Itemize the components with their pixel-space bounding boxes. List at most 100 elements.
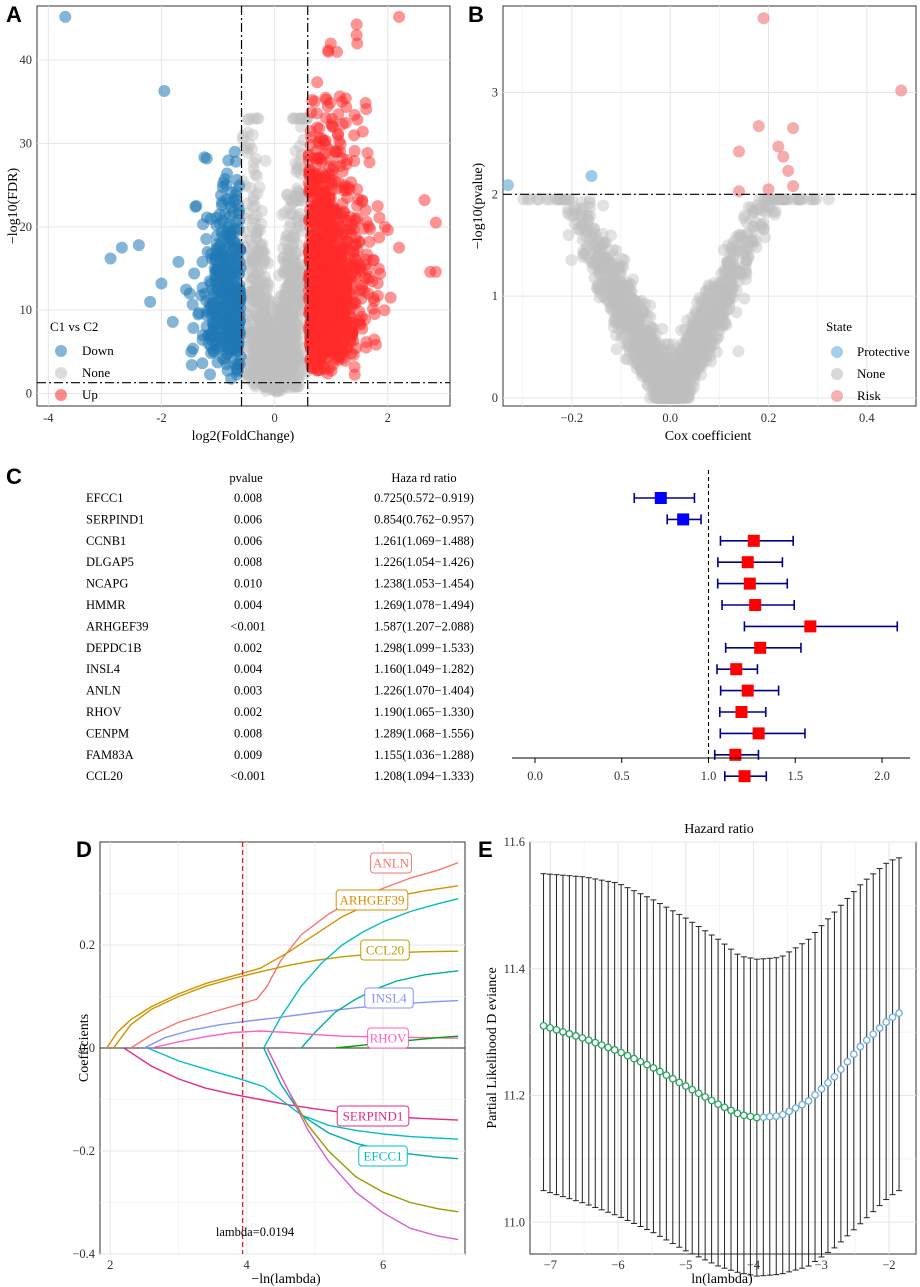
- point-none: [757, 223, 770, 236]
- y-tick-label: 11.6: [504, 835, 525, 849]
- point-none: [288, 354, 301, 367]
- point-none: [252, 247, 265, 260]
- point-none: [289, 361, 302, 374]
- gene-label: DEPDC1B: [86, 641, 142, 655]
- point-none: [682, 389, 695, 402]
- point-none: [273, 381, 286, 394]
- panel-a-ylabel: −log10(FDR): [6, 167, 21, 244]
- point-none: [644, 299, 657, 312]
- point-none: [268, 362, 281, 375]
- point-none: [266, 371, 279, 384]
- point-none: [288, 286, 301, 299]
- deviance-point: [746, 1112, 755, 1121]
- point-none: [250, 326, 263, 339]
- hr-marker: [654, 492, 667, 504]
- point-none: [283, 366, 296, 379]
- point-none: [280, 281, 293, 294]
- point-up: [304, 125, 317, 138]
- point-none: [260, 332, 273, 345]
- point-none: [257, 302, 270, 315]
- point-none: [288, 342, 301, 355]
- deviance-point: [862, 1036, 871, 1045]
- point-none: [276, 364, 289, 377]
- point-none: [245, 326, 258, 339]
- point-none: [255, 245, 268, 258]
- point-none: [291, 222, 304, 235]
- point-none: [565, 253, 578, 266]
- point-none: [261, 374, 274, 387]
- point-none: [277, 303, 290, 316]
- point-up: [317, 171, 330, 184]
- point-none: [277, 347, 290, 360]
- point-none: [289, 305, 302, 318]
- point-none: [263, 336, 276, 349]
- point-up: [348, 368, 361, 381]
- point-none: [292, 269, 305, 282]
- point-none: [270, 360, 283, 373]
- point-down: [224, 301, 237, 314]
- point-none: [260, 375, 273, 388]
- point-up: [320, 111, 333, 124]
- point-none: [266, 341, 279, 354]
- point-none: [273, 366, 286, 379]
- point-none: [265, 354, 278, 367]
- point-none: [268, 374, 281, 387]
- x-tick-label: 2: [385, 411, 391, 425]
- point-none: [282, 341, 295, 354]
- legend-swatch-up: [55, 389, 67, 401]
- point-none: [275, 359, 288, 372]
- hr-cell: 1.269(1.078−1.494): [374, 598, 474, 612]
- point-none: [641, 310, 654, 323]
- point-none: [284, 319, 297, 332]
- point-none: [266, 350, 279, 363]
- panel-a-legend: C1 vs C2 Down None Up: [50, 319, 114, 402]
- point-up: [356, 125, 369, 138]
- point-none: [266, 351, 279, 364]
- legend-label-down: Down: [82, 343, 114, 358]
- point-none: [268, 369, 281, 382]
- point-none: [262, 257, 275, 270]
- panel-e-xlabel: ln(lambda): [691, 1272, 753, 1287]
- point-down: [185, 359, 198, 372]
- point-none: [270, 375, 283, 388]
- point-none: [262, 320, 275, 333]
- point-none: [271, 336, 284, 349]
- x-tick-label: −6: [611, 1258, 624, 1272]
- y-tick-label: 11.4: [504, 962, 526, 976]
- point-none: [284, 370, 297, 383]
- point-none: [256, 354, 269, 367]
- point-none: [295, 360, 308, 373]
- point-none: [241, 126, 254, 139]
- point-up: [320, 93, 333, 106]
- point-none: [287, 276, 300, 289]
- point-down: [132, 239, 145, 252]
- point-none: [263, 363, 276, 376]
- point-none: [283, 245, 296, 258]
- point-none: [276, 331, 289, 344]
- point-none: [250, 254, 263, 267]
- point-none: [289, 265, 302, 278]
- point-none: [283, 351, 296, 364]
- point-none: [264, 332, 277, 345]
- point-up: [308, 152, 321, 165]
- point-none: [267, 363, 280, 376]
- point-none: [261, 378, 274, 391]
- point-none: [245, 142, 258, 155]
- point-none: [286, 250, 299, 263]
- point-none: [286, 322, 299, 335]
- point-none: [252, 285, 265, 298]
- hr-marker: [749, 599, 762, 611]
- point-down: [229, 189, 242, 202]
- point-none: [278, 301, 291, 314]
- point-none: [268, 355, 281, 368]
- point-none: [289, 355, 302, 368]
- point-none: [262, 359, 275, 372]
- point-none: [279, 328, 292, 341]
- point-none: [262, 367, 275, 380]
- point-none: [278, 371, 291, 384]
- point-none: [279, 330, 292, 343]
- point-none: [280, 314, 293, 327]
- point-none: [243, 234, 256, 247]
- point-none: [247, 354, 260, 367]
- point-up: [323, 161, 336, 174]
